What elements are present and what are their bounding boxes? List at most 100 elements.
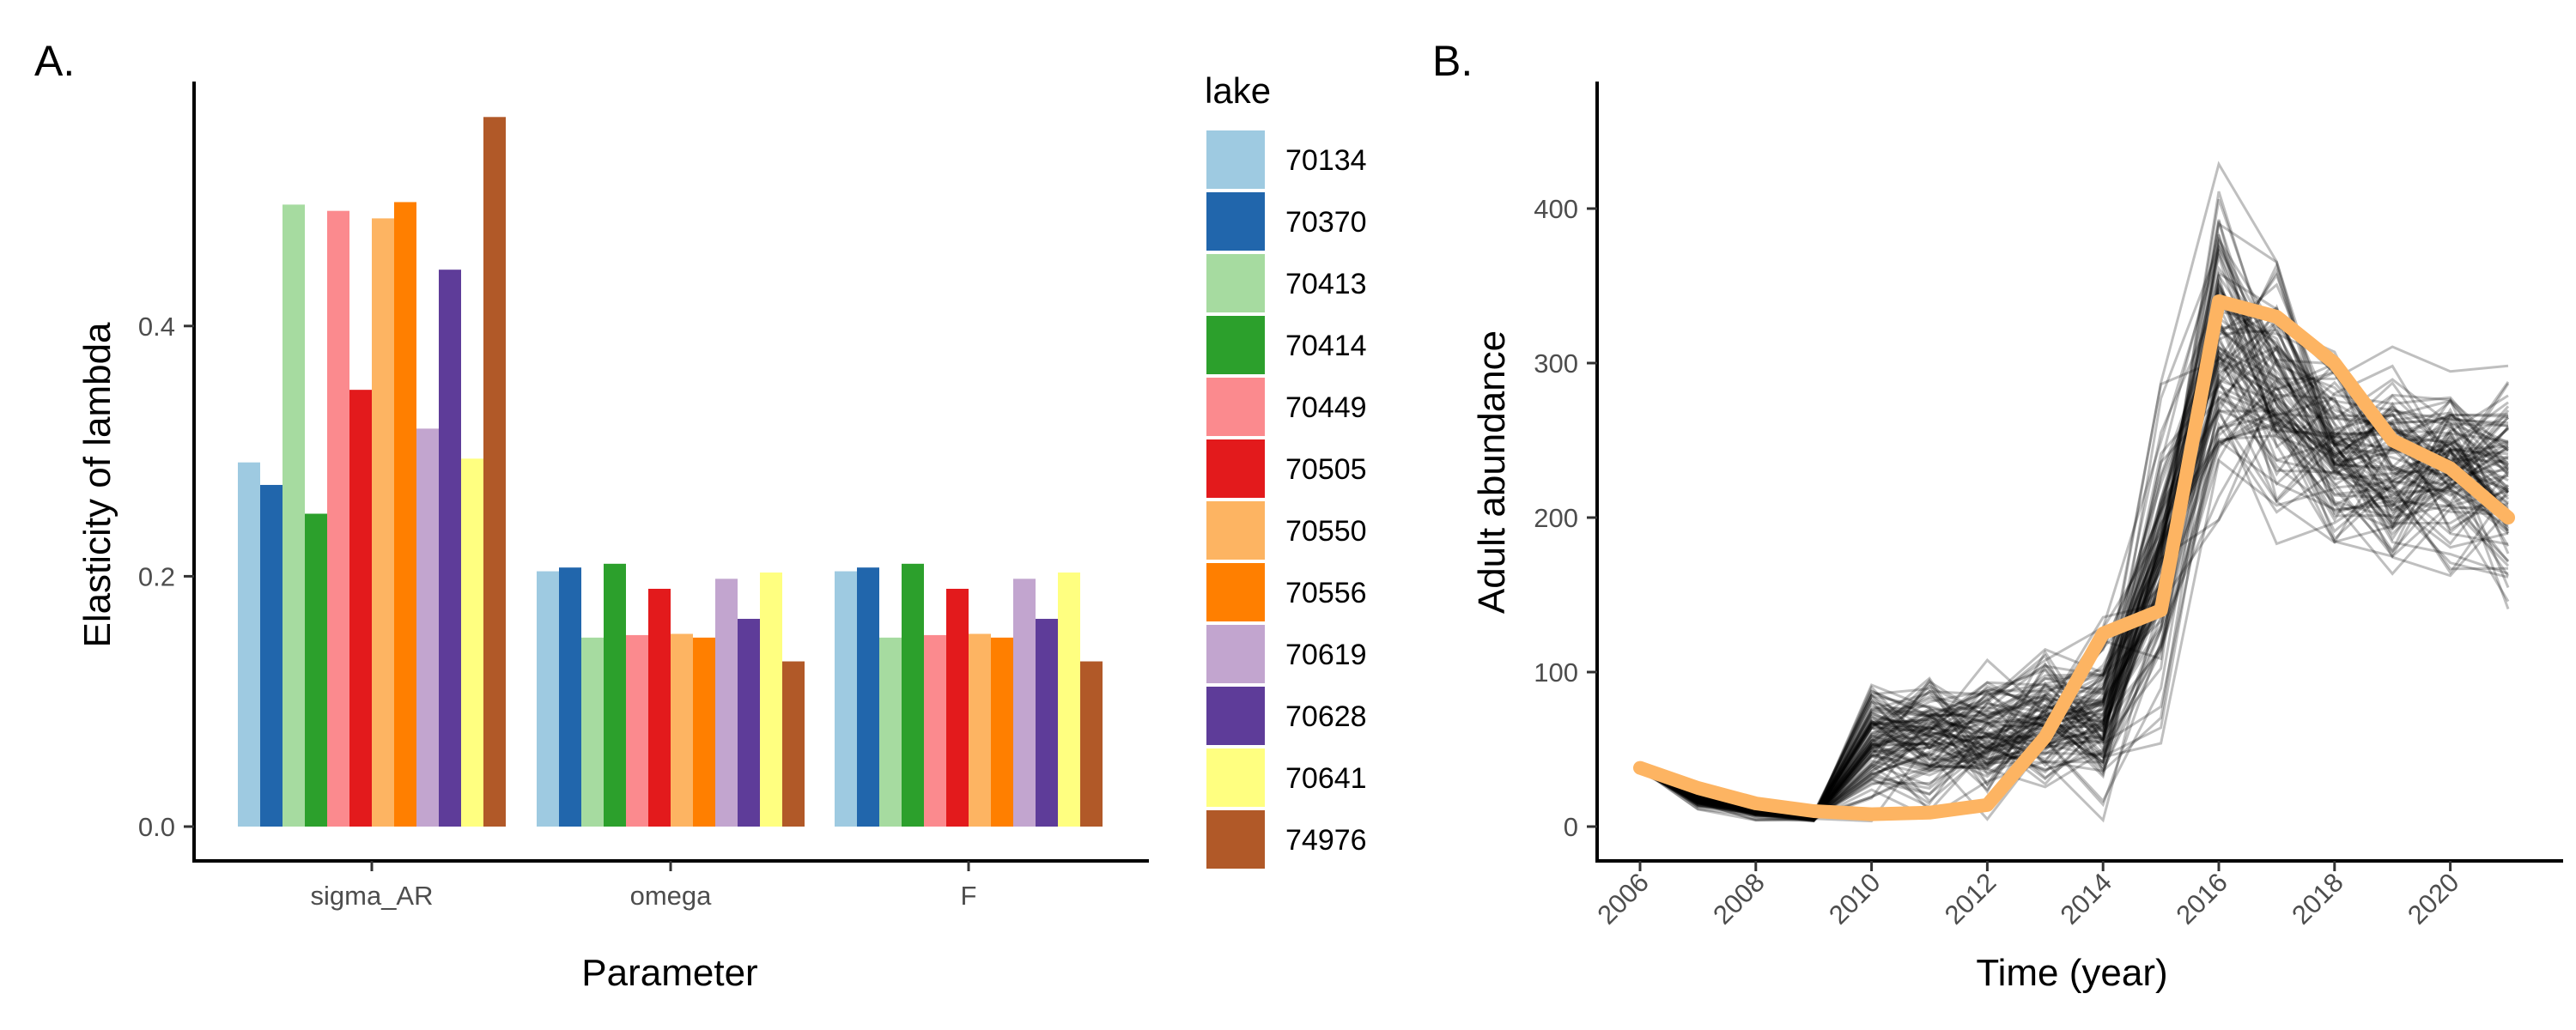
simulated-trajectory-line <box>1639 282 2510 818</box>
bar-70505-F <box>946 588 969 827</box>
bar-70550-sigma_AR <box>372 218 394 827</box>
panel-b-x-tick-label: 2020 <box>2402 867 2465 930</box>
legend-label-70641: 70641 <box>1285 762 1367 795</box>
legend-swatch-70414 <box>1206 316 1265 374</box>
bar-70134-omega <box>537 571 559 827</box>
simulated-trajectory-line <box>1639 421 2509 823</box>
bar-70414-sigma_AR <box>305 513 327 827</box>
legend-swatch-70556 <box>1206 563 1265 621</box>
legend-label-70550: 70550 <box>1285 515 1367 548</box>
panel-b: B. Adult abundance Time (year) 0 100 200 30… <box>1432 37 2563 994</box>
simulated-trajectory-line <box>1639 337 2509 820</box>
bar-70370-F <box>857 567 879 827</box>
panel-a-y-axis-title: Elasticity of lambda <box>76 322 118 648</box>
panel-b-x-tick-label: 2016 <box>2170 867 2233 930</box>
bar-70134-F <box>835 571 857 827</box>
panel-b-y-axis-title: Adult abundance <box>1471 330 1513 614</box>
simulated-trajectory-line <box>1639 322 2509 818</box>
simulated-trajectory-line <box>1639 272 2509 817</box>
bar-70414-omega <box>604 563 626 827</box>
simulated-trajectory-line <box>1639 373 2509 823</box>
simulated-trajectory-line <box>1639 409 2510 821</box>
panel-a-tag: A. <box>34 37 75 85</box>
panel-b-x-tick-label: 2014 <box>2055 867 2118 930</box>
bar-70556-omega <box>693 637 715 827</box>
bar-70556-F <box>991 637 1013 827</box>
bar-70556-sigma_AR <box>394 202 416 827</box>
panel-a-bars <box>238 117 1103 827</box>
bar-70413-omega <box>581 637 604 827</box>
panel-a-x-tick-label: sigma_AR <box>311 881 434 911</box>
panel-a-y-ticks: 0.0 0.2 0.4 <box>138 312 194 842</box>
simulated-trajectory-line <box>1639 303 2510 821</box>
legend-swatch-70505 <box>1206 439 1265 498</box>
panel-b-y-tick-label: 100 <box>1534 657 1578 688</box>
legend-swatch-70449 <box>1206 378 1265 436</box>
simulated-trajectory-line <box>1639 396 2509 821</box>
simulated-trajectory-line <box>1639 355 2509 821</box>
simulated-trajectory-line <box>1639 317 2510 821</box>
legend-label-70413: 70413 <box>1285 268 1367 300</box>
bar-70619-omega <box>715 579 738 827</box>
panel-a: A. Elasticity of lambda Parameter 0.0 0.2… <box>34 37 1149 994</box>
legend: lake 70134 70370 70413 70414 70449 70505 70550… <box>1205 70 1367 869</box>
panel-b-simulated-lines <box>1639 161 2510 823</box>
panel-b-x-tick-label: 2012 <box>1939 867 2002 930</box>
legend-label-70628: 70628 <box>1285 700 1367 733</box>
simulated-trajectory-line <box>1639 320 2509 821</box>
simulated-trajectory-line <box>1639 407 2510 820</box>
simulated-trajectory-line <box>1639 397 2509 819</box>
legend-label-70414: 70414 <box>1285 330 1367 362</box>
panel-a-y-tick-label: 0.0 <box>138 812 175 842</box>
legend-swatch-70641 <box>1206 748 1265 807</box>
simulated-trajectory-line <box>1639 457 2509 822</box>
simulated-trajectory-line <box>1639 236 2510 820</box>
simulated-trajectory-line <box>1639 397 2510 821</box>
panel-b-y-tick-label: 400 <box>1534 194 1578 224</box>
bar-70641-F <box>1058 573 1080 827</box>
bar-70641-omega <box>760 573 782 827</box>
panel-a-x-tick-label: F <box>961 881 977 911</box>
legend-swatch-70413 <box>1206 254 1265 312</box>
bar-70413-sigma_AR <box>283 204 305 827</box>
bar-74976-F <box>1080 661 1103 827</box>
panel-b-y-tick-label: 300 <box>1534 348 1578 379</box>
legend-title: lake <box>1205 70 1271 111</box>
simulated-trajectory-line <box>1639 290 2509 819</box>
bar-70449-sigma_AR <box>327 210 349 827</box>
bar-70619-sigma_AR <box>416 428 439 827</box>
legend-swatch-70550 <box>1206 501 1265 560</box>
panel-b-x-tick-label: 2018 <box>2286 867 2349 930</box>
simulated-trajectory-line <box>1639 379 2509 821</box>
legend-swatch-70628 <box>1206 687 1265 745</box>
simulated-trajectory-line <box>1639 378 2509 821</box>
bar-70414-F <box>902 563 924 827</box>
simulated-trajectory-line <box>1639 355 2509 821</box>
panel-a-x-axis-title: Parameter <box>581 952 757 994</box>
simulated-trajectory-line <box>1639 409 2510 820</box>
legend-swatch-70370 <box>1206 192 1265 251</box>
bar-70628-sigma_AR <box>439 270 461 827</box>
simulated-trajectory-line <box>1639 392 2509 823</box>
mean-abundance-line <box>1633 294 2515 821</box>
legend-items: 70134 70370 70413 70414 70449 70505 70550 70556… <box>1206 130 1367 869</box>
panel-b-y-tick-label: 200 <box>1534 503 1578 533</box>
simulated-trajectory-line <box>1639 376 2509 821</box>
legend-label-70556: 70556 <box>1285 577 1367 609</box>
legend-label-74976: 74976 <box>1285 824 1367 857</box>
panel-b-x-tick-label: 2006 <box>1591 867 1655 930</box>
simulated-trajectory-line <box>1639 385 2509 823</box>
legend-swatch-74976 <box>1206 810 1265 869</box>
bar-74976-sigma_AR <box>483 117 506 827</box>
simulated-trajectory-line <box>1639 411 2510 823</box>
panel-b-x-tick-label: 2008 <box>1707 867 1771 930</box>
simulated-trajectory-line <box>1639 406 2509 821</box>
bar-70505-omega <box>648 588 671 827</box>
panel-a-y-tick-label: 0.2 <box>138 561 175 591</box>
simulated-trajectory-line <box>1639 361 2509 820</box>
simulated-trajectory-line <box>1639 350 2509 821</box>
bar-70505-sigma_AR <box>349 390 372 827</box>
bar-70641-sigma_AR <box>461 458 483 827</box>
simulated-trajectory-line <box>1639 219 2509 822</box>
